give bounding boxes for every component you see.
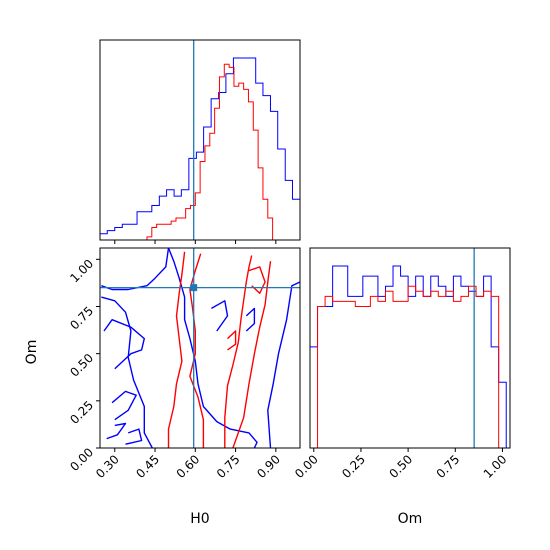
contour-series-1-line-1 (189, 253, 205, 448)
contour-x-tick-label-3: 0.75 (214, 452, 243, 481)
contour-series-1-line-5 (227, 330, 237, 351)
contour-x-tick-label-1: 0.45 (133, 452, 162, 481)
contour-series-0-line-3 (267, 281, 300, 448)
om-axis-label-bottom: Om (398, 511, 423, 527)
om-hist-x-tick-label-2: 0.50 (386, 452, 415, 481)
om-hist-x-tick-label-3: 0.75 (434, 452, 463, 481)
om-hist-series-1-steps (313, 285, 503, 449)
om-histogram-panel: 0.00 0.25 0.50 0.75 1.00 (292, 247, 511, 481)
contour-frame (99, 247, 301, 449)
contour-series-1-line-4 (248, 266, 266, 294)
h0-om-contour-panel: 0.30 0.45 0.60 0.75 0.90 0.00 0.25 0.50 0.75 1.00 (67, 247, 301, 481)
contour-y-tick-label-0: 0.00 (67, 445, 96, 474)
contour-series-0-line-6 (106, 422, 127, 440)
contour-series-0-line-1 (167, 248, 258, 448)
contour-y-tick-label-1: 0.25 (67, 398, 96, 427)
contour-series-0-line-5 (111, 390, 137, 421)
contour-lines-group (101, 248, 300, 448)
om-hist-frame (309, 247, 511, 449)
contour-series-0-line-8 (211, 300, 229, 332)
contour-y-tick-label-2: 0.50 (67, 351, 96, 380)
om-hist-x-tick-label-4: 1.00 (481, 452, 510, 481)
contour-x-tick-label-2: 0.60 (174, 452, 203, 481)
h0-axis-label: H0 (190, 511, 209, 527)
contour-series-1-line-2 (224, 255, 253, 448)
contour-y-tick-label-4: 1.00 (67, 257, 96, 286)
om-hist-x-tick-label-1: 0.25 (339, 452, 368, 481)
h0-histogram-panel (99, 39, 301, 244)
contour-x-tick-label-0: 0.30 (93, 452, 122, 481)
h0-hist-frame (99, 39, 301, 241)
contour-series-0-line-2 (101, 296, 153, 448)
contour-series-0-line-0 (101, 248, 170, 291)
contour-y-tick-label-3: 0.75 (67, 304, 96, 333)
contour-series-1-line-0 (167, 251, 186, 448)
om-axis-label-left: Om (24, 340, 40, 365)
h0-hist-series-1-steps (146, 63, 274, 240)
om-hist-x-tick-label-0: 0.00 (292, 452, 321, 481)
contour-series-0-line-4 (103, 319, 145, 370)
contour-series-0-line-7 (125, 428, 143, 445)
contour-truth-marker (190, 284, 198, 292)
contour-x-tick-label-4: 0.90 (254, 452, 283, 481)
contour-series-1-line-3 (232, 261, 272, 448)
h0-hist-series-0-steps (99, 57, 301, 240)
contour-series-0-line-9 (245, 307, 256, 332)
